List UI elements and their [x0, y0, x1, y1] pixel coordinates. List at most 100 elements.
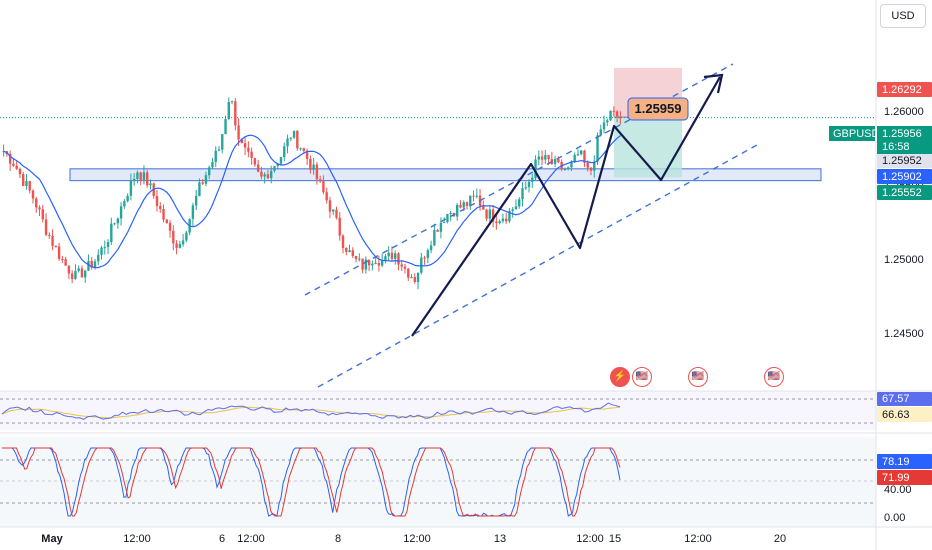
candle-body	[224, 119, 227, 135]
candle-body	[433, 230, 436, 246]
candle-body	[175, 243, 178, 248]
candle-body	[394, 253, 397, 259]
x-tick-label: 12:00	[123, 533, 151, 545]
candle-body	[374, 262, 377, 264]
candle-body	[234, 101, 237, 126]
candle-body	[358, 258, 361, 260]
entry-callout-box	[627, 97, 689, 121]
candle-body	[299, 148, 302, 150]
entry-callout-label: 1.25959	[635, 101, 682, 116]
rsi-value-tag-bg	[877, 392, 932, 406]
candle-body	[456, 204, 459, 217]
candle-body	[237, 125, 240, 140]
candle-body	[465, 202, 469, 206]
candle-body	[103, 247, 106, 249]
candle-body	[403, 266, 407, 269]
candle-body	[90, 260, 93, 268]
mark-price-tag-text: 1.25952	[882, 155, 922, 167]
stoch-k-tag-bg	[877, 454, 932, 469]
candle-body	[318, 179, 322, 182]
candle-body	[534, 159, 537, 178]
x-tick-label: 13	[494, 533, 506, 545]
candle-body	[309, 158, 312, 170]
currency-button[interactable]: USD	[880, 4, 926, 28]
candle-body	[97, 254, 100, 262]
mark-price-tag: 1.25952	[877, 154, 932, 168]
candle-body	[247, 147, 250, 152]
candle-body	[413, 277, 416, 283]
candle-body	[410, 277, 413, 279]
stoch-tick-label: 40.00	[884, 484, 912, 496]
symbol-tag-bg	[829, 126, 875, 141]
candle-body	[119, 206, 123, 219]
entry-callout[interactable]: 1.25959	[627, 97, 689, 121]
candle-body	[384, 256, 387, 261]
candle-body	[469, 195, 472, 206]
candle-body	[361, 258, 364, 270]
candle-body	[35, 198, 38, 208]
candle-body	[80, 268, 84, 278]
candle-body	[155, 195, 159, 207]
candle-body	[514, 206, 518, 210]
x-tick-label: 15	[609, 533, 621, 545]
candle-body	[44, 219, 48, 235]
stop-price-tag-text: 1.26292	[882, 84, 922, 96]
y-tick-label: 1.24500	[884, 328, 924, 340]
candle-body	[599, 129, 602, 136]
candle-body	[485, 209, 488, 219]
candle-body	[511, 209, 514, 211]
candle-body	[436, 230, 439, 232]
candle-body	[250, 151, 253, 158]
candle-body	[449, 212, 452, 214]
x-tick-label: 8	[335, 533, 341, 545]
candle-body	[380, 260, 384, 266]
candle-body	[214, 150, 217, 163]
x-tick-label: May	[41, 533, 63, 545]
x-tick-label: 12:00	[237, 533, 265, 545]
candle-body	[531, 177, 534, 182]
candle-body	[132, 178, 136, 181]
candle-body	[149, 183, 152, 186]
candle-body	[332, 209, 335, 212]
candle-body	[540, 156, 544, 160]
x-tick-label: 12:00	[403, 533, 431, 545]
candle-body	[129, 180, 133, 196]
target-price-tag-bg	[877, 185, 932, 200]
candle-body	[198, 182, 201, 196]
candle-body	[387, 252, 390, 257]
candle-body	[345, 248, 348, 252]
us-flag-event-icon[interactable]: 🇺🇸	[688, 367, 708, 387]
candle-body	[524, 187, 527, 189]
candle-body	[335, 209, 338, 218]
candle-body	[273, 166, 276, 171]
rsi-ma-value-tag-text: 66.63	[882, 409, 910, 421]
candle-body	[194, 195, 198, 206]
candle-body	[472, 195, 475, 197]
candle-body	[28, 181, 31, 191]
candle-body	[123, 201, 126, 207]
countdown-text: 16:58	[882, 141, 910, 153]
flash-event-icon[interactable]: ⚡	[610, 367, 630, 387]
candle-body	[491, 209, 495, 222]
candle-body	[296, 130, 299, 149]
candle-body	[593, 161, 596, 171]
us-flag-event-icon[interactable]: 🇺🇸	[632, 367, 652, 387]
candle-body	[178, 244, 182, 248]
candle-body	[322, 181, 325, 193]
candle-body	[407, 268, 410, 278]
candle-body	[442, 222, 446, 224]
candle-body	[279, 157, 283, 164]
candle-body	[240, 139, 244, 144]
candle-body	[508, 210, 511, 222]
us-flag-event-icon[interactable]: 🇺🇸	[764, 367, 784, 387]
rsi-value-tag: 67.57	[877, 392, 932, 406]
candle-body	[159, 206, 162, 209]
candle-body	[338, 217, 341, 236]
candle-body	[253, 157, 257, 165]
candle-body	[243, 143, 247, 148]
take-profit-zone	[614, 117, 682, 178]
candle-body	[84, 270, 87, 278]
stoch-k-tag-text: 78.19	[882, 456, 910, 468]
zone-price-tag: 1.25902	[877, 169, 932, 184]
